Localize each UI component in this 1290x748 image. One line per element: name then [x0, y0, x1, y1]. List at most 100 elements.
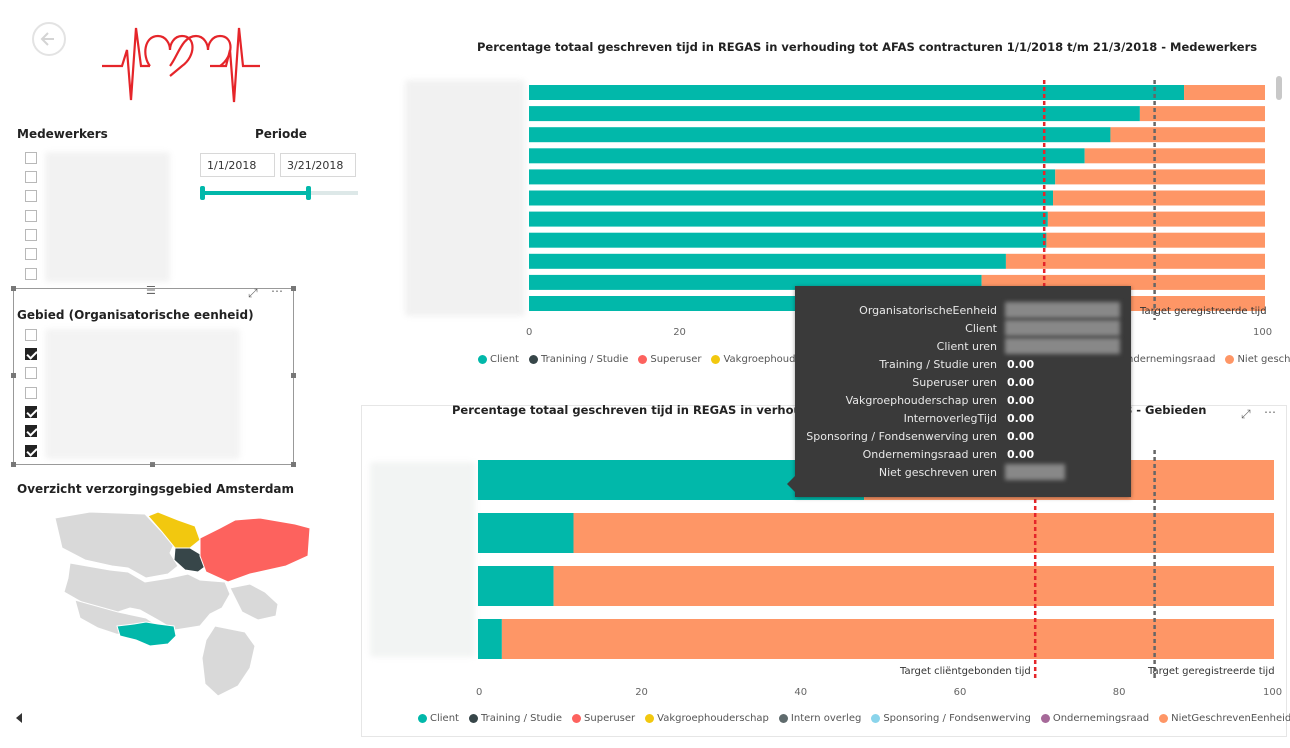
tooltip-key: Niet geschreven uren: [878, 466, 997, 479]
gebied-slicer-list[interactable]: [25, 329, 255, 463]
range-end-handle[interactable]: [306, 186, 311, 200]
medewerker-checkbox[interactable]: [25, 171, 37, 183]
bar-segment: [529, 190, 1054, 206]
gebied-checkbox[interactable]: [25, 329, 37, 341]
tooltip-row: Ondernemingsraad uren 0.00: [795, 446, 1131, 464]
legend-marker: [778, 714, 788, 723]
bar-segment: [478, 513, 574, 553]
legend-label: NietGeschrevenEenheid: [1171, 713, 1290, 724]
more-options-icon[interactable]: ⋯: [271, 284, 283, 298]
chart2-redacted-categories: [370, 462, 475, 657]
tooltip-key: Superuser uren: [912, 376, 997, 389]
legend-label: Niet geschreven: [1237, 354, 1290, 365]
tooltip-row: Niet geschreven uren: [795, 464, 1131, 482]
legend-item[interactable]: Vakgroephouderschap: [645, 713, 769, 724]
amsterdam-map[interactable]: [50, 508, 312, 700]
redacted-names: [45, 152, 170, 282]
bar-segment: [529, 169, 1056, 185]
redacted-gebieden: [45, 329, 240, 459]
legend-item[interactable]: Ondernemingsraad: [1040, 713, 1150, 724]
legend-item[interactable]: Superuser: [638, 354, 701, 365]
bar-segment: [529, 148, 1085, 164]
bar-segment: [1047, 211, 1265, 227]
chart1-redacted-categories: [405, 80, 525, 316]
tooltip-redacted-value: [1005, 464, 1065, 480]
back-arrow-icon: [40, 32, 54, 46]
end-date-input[interactable]: 3/21/2018: [280, 153, 356, 177]
gebied-slicer-frame[interactable]: [11, 286, 296, 467]
legend-marker: [572, 714, 582, 723]
tooltip-key: OrganisatorischeEenheid: [859, 304, 997, 317]
legend-item[interactable]: Training / Studie: [468, 713, 562, 724]
medewerker-checkbox[interactable]: [25, 210, 37, 222]
legend-item[interactable]: NietGeschrevenEenheid: [1159, 713, 1290, 724]
gebied-checkbox-checked[interactable]: [25, 406, 37, 418]
legend-item[interactable]: Client: [478, 354, 519, 365]
legend-label: Tranining / Studie: [540, 354, 629, 365]
start-date-input[interactable]: 1/1/2018: [200, 153, 275, 177]
medewerker-checkbox[interactable]: [25, 152, 37, 164]
range-start-handle[interactable]: [200, 186, 205, 200]
medewerker-checkbox[interactable]: [25, 229, 37, 241]
tooltip-row: OrganisatorischeEenheid: [795, 302, 1131, 320]
map-title: Overzicht verzorgingsgebied Amsterdam: [17, 482, 295, 496]
legend-item[interactable]: Vakgroephouderschap: [711, 354, 835, 365]
more-options-icon[interactable]: ⋯: [1264, 405, 1276, 419]
back-button[interactable]: [32, 22, 66, 56]
legend-label: Ondernemingsraad: [1052, 713, 1150, 724]
gebied-slicer-title: Gebied (Organisatorische eenheid): [17, 308, 254, 322]
gebied-checkbox-checked[interactable]: [25, 348, 37, 360]
gebied-checkbox-checked[interactable]: [25, 445, 37, 457]
gebied-checkbox[interactable]: [25, 387, 37, 399]
bar-segment: [478, 566, 554, 606]
chart1-target-label: Target geregistreerde tijd: [1140, 306, 1267, 317]
bar-segment: [1053, 190, 1265, 206]
legend-item[interactable]: Sponsoring / Fondsenwerving: [871, 713, 1031, 724]
legend-item[interactable]: Niet geschreven: [1225, 354, 1290, 365]
tooltip-value: 0.00: [1007, 412, 1035, 425]
x-tick-label: 0: [476, 687, 483, 698]
legend-item[interactable]: Intern overleg: [778, 713, 862, 724]
chart1-plot[interactable]: [529, 80, 1269, 320]
bar-segment: [1084, 148, 1265, 164]
legend-item[interactable]: Client: [418, 713, 459, 724]
tooltip-redacted-value: [1005, 338, 1120, 354]
medewerker-checkbox[interactable]: [25, 248, 37, 260]
legend-marker: [528, 355, 538, 364]
tooltip-value: 0.00: [1007, 448, 1035, 461]
tooltip-row: Client: [795, 320, 1131, 338]
tooltip-redacted-value: [1005, 320, 1120, 336]
medewerker-checkbox[interactable]: [25, 268, 37, 280]
medewerker-checkbox[interactable]: [25, 190, 37, 202]
medewerkers-slicer-title: Medewerkers: [17, 127, 108, 141]
legend-marker: [645, 714, 655, 723]
legend-item[interactable]: Tranining / Studie: [528, 354, 629, 365]
previous-page-icon[interactable]: [16, 713, 22, 723]
heartbeat-hearts-logo: [102, 27, 260, 103]
tooltip-row: Training / Studie uren 0.00: [795, 356, 1131, 374]
tooltip-key: Sponsoring / Fondsenwerving uren: [806, 430, 997, 443]
tooltip-value: 0.00: [1007, 394, 1035, 407]
drag-handle-icon[interactable]: ☰: [146, 284, 156, 297]
chart2-legend: Client Training / Studie Superuser Vakgroep…: [418, 713, 1290, 724]
bar-segment: [1184, 85, 1265, 100]
chart2-target2-label: Target geregistreerde tijd: [1148, 666, 1275, 677]
tooltip-value: 0.00: [1007, 358, 1035, 371]
chart2-x-axis: 0 20 40 60 80 100: [476, 687, 1282, 701]
periode-slicer-title: Periode: [255, 127, 307, 141]
focus-mode-icon[interactable]: ⤢: [248, 286, 258, 300]
legend-item[interactable]: Superuser: [572, 713, 635, 724]
x-tick-label: 0: [526, 327, 533, 338]
gebied-checkbox[interactable]: [25, 367, 37, 379]
bar-segment: [1055, 169, 1265, 185]
bar-segment: [1046, 232, 1265, 248]
tooltip-key: Client uren: [936, 340, 997, 353]
focus-mode-icon[interactable]: ⤢: [1241, 407, 1251, 421]
legend-label: Vakgroephouderschap: [657, 713, 769, 724]
bar-segment: [1139, 106, 1265, 122]
legend-label: Intern overleg: [790, 713, 862, 724]
chart1-scrollbar[interactable]: [1276, 76, 1282, 100]
medewerkers-slicer-list[interactable]: [25, 152, 185, 284]
legend-marker: [468, 714, 478, 723]
gebied-checkbox-checked[interactable]: [25, 425, 37, 437]
